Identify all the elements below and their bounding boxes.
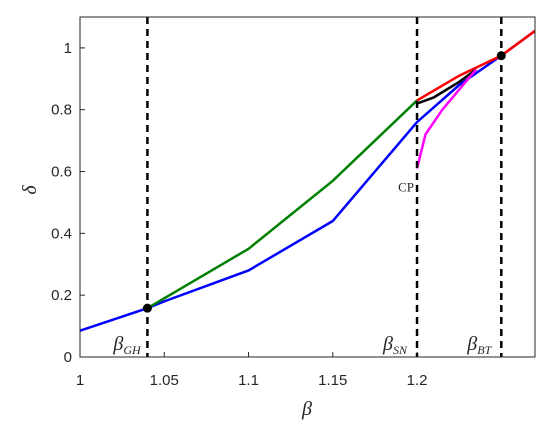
y-tick-label: 0.2 [51,287,72,304]
x-tick-label: 1.2 [407,372,428,389]
y-tick-label: 0.4 [51,225,72,242]
y-tick-label: 0.6 [51,164,72,181]
annotation: CP [398,180,414,195]
y-tick-label: 1 [64,40,72,57]
x-tick-label: 1 [76,372,84,389]
bifurcation-point [142,303,152,313]
bifurcation-point [496,51,506,61]
label-subscript: BT [477,343,492,357]
line-series [416,29,535,102]
label-symbol: β [382,333,393,355]
bifurcation-label: βSN [382,333,408,357]
line-series [415,68,477,169]
label-symbol: β [466,333,477,355]
x-tick-label: 1.15 [318,372,347,389]
x-tick-label: 1.05 [150,372,179,389]
label-subscript: GH [123,343,142,357]
y-tick-label: 0 [64,349,72,366]
x-tick-label: 1.1 [238,372,259,389]
line-series [416,68,477,105]
label-subscript: SN [393,343,408,357]
y-tick-label: 0.8 [51,102,72,119]
label-symbol: β [112,333,123,355]
x-axis-label: β [301,398,312,420]
line-series [146,99,418,310]
bifurcation-label: βBT [466,333,492,357]
y-axis-label: δ [19,185,41,195]
bifurcation-label: βGH [112,333,142,357]
axes-box [79,16,536,358]
